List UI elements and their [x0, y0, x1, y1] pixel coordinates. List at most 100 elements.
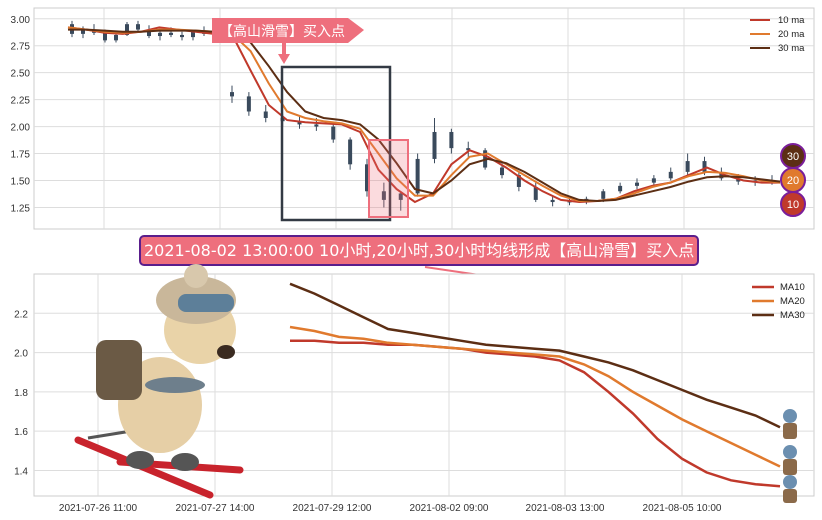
candle-body [500, 167, 504, 176]
candle-body [719, 171, 724, 179]
bottom-y-tick-label: 2.0 [14, 349, 28, 360]
legend-label: MA30 [780, 310, 805, 321]
legend-label: 20 ma [778, 29, 805, 40]
signal-badges: 30 20 10 [780, 143, 806, 217]
candle-body [147, 29, 151, 37]
skier-figure-bottom [783, 475, 797, 503]
candle-body [81, 29, 85, 34]
skier-figure-top [783, 409, 797, 439]
top-legend: 10 ma 20 ma 30 ma [750, 15, 805, 54]
dog-nose [217, 345, 235, 359]
candle-body [668, 171, 673, 179]
candle-body [601, 191, 606, 199]
candle-body [114, 34, 118, 41]
candles [70, 20, 774, 211]
dog-backpack [96, 340, 142, 400]
candle-body [381, 191, 386, 200]
candle-body [516, 175, 521, 187]
bottom-y-tick-label: 1.6 [14, 427, 28, 438]
candle-body [466, 148, 471, 151]
ma-line-30ma [68, 28, 781, 203]
candle-body [685, 161, 690, 172]
legend-label: MA10 [780, 282, 805, 293]
skier-figures [783, 409, 797, 503]
top-gridlines [34, 8, 814, 229]
top-y-tick-label: 2.50 [11, 69, 31, 80]
top-y-tick-label: 3.00 [11, 15, 31, 26]
dog-scarf [145, 377, 205, 393]
candle-body [550, 199, 555, 203]
candle-body [246, 96, 251, 112]
callout-arrow-shape [212, 18, 364, 43]
candle-body [618, 185, 623, 192]
bottom-y-tick-label: 2.2 [14, 309, 28, 320]
top-y-tick-label: 2.00 [11, 123, 31, 134]
ma20-badge-label: 20 [787, 175, 799, 187]
callout-pointer-head [278, 54, 290, 64]
skiing-dog-illustration [74, 264, 244, 499]
bottom-x-tick-label: 2021-07-26 11:00 [59, 503, 138, 514]
banner-text: 2021-08-02 13:00:00 10小时,20小时,30小时均线形成【高… [144, 241, 694, 260]
candle-body [314, 124, 319, 127]
candle-body [348, 139, 353, 165]
candle-body [263, 111, 268, 118]
candle-body [191, 31, 195, 38]
candle-body [533, 186, 538, 200]
bottom-x-tick-label: 2021-07-29 12:00 [293, 503, 372, 514]
candle-body [158, 32, 162, 37]
top-y-tick-label: 1.75 [11, 150, 31, 161]
bottom-y-tick-labels: 1.4 1.6 1.8 2.0 2.2 [14, 309, 28, 477]
signal-banner: 2021-08-02 13:00:00 10小时,20小时,30小时均线形成【高… [139, 235, 699, 286]
focus-window-box [280, 65, 392, 222]
candle-body [136, 24, 140, 30]
legend-label: 30 ma [778, 43, 805, 54]
beanie-pompom [184, 264, 208, 288]
candle-body [702, 161, 707, 172]
legend-label: 10 ma [778, 15, 805, 26]
bottom-y-tick-label: 1.8 [14, 388, 28, 399]
top-y-tick-label: 1.50 [11, 176, 31, 187]
candlestick-panel: 1.25 1.50 1.75 2.00 2.25 2.50 2.75 3.00 【高山滑雪】买… [11, 7, 815, 230]
bottom-x-tick-label: 2021-08-03 13:00 [526, 503, 605, 514]
signal-highlight-box [368, 139, 409, 218]
candle-body [125, 24, 129, 35]
bottom-ma-lines [289, 282, 781, 488]
bottom-legend: MA10 MA20 MA30 [752, 282, 805, 321]
candle-body [230, 92, 234, 97]
top-y-tick-label: 2.25 [11, 96, 31, 107]
candle-body [365, 164, 369, 192]
top-ma-lines [67, 26, 781, 204]
bottom-x-tick-label: 2021-08-02 09:00 [410, 503, 489, 514]
ma-line-panel: 1.41.61.82.02.2 2021-07-26 11:00 2021-07-… [14, 264, 815, 514]
candle-body [635, 182, 639, 186]
legend-label: MA20 [780, 296, 805, 307]
candle-body [169, 32, 173, 35]
ma-line-MA20 [289, 325, 781, 468]
dog-boot-left [126, 451, 154, 469]
bottom-y-tick-label: 1.4 [14, 466, 28, 477]
top-y-tick-label: 1.25 [11, 203, 31, 214]
bottom-x-tick-label: 2021-07-27 14:00 [176, 503, 255, 514]
top-y-tick-labels: 1.25 1.50 1.75 2.00 2.25 2.50 2.75 3.00 [11, 15, 31, 215]
buy-point-callout: 【高山滑雪】买入点 [212, 18, 364, 64]
ma-line-MA10 [290, 339, 781, 488]
candle-body [331, 126, 336, 140]
candle-body [432, 131, 437, 159]
candle-body [398, 193, 403, 200]
bottom-x-tick-label: 2021-08-05 10:00 [643, 503, 722, 514]
skier-figure-middle [783, 445, 797, 475]
ma-line-MA30 [289, 282, 781, 429]
candle-body [180, 34, 184, 38]
candle-body [449, 131, 454, 149]
callout-pointer-stem [282, 43, 286, 55]
top-y-tick-label: 2.75 [11, 42, 31, 53]
candle-body [297, 121, 302, 125]
bottom-x-tick-labels: 2021-07-26 11:00 2021-07-27 14:00 2021-07-… [59, 503, 722, 514]
dog-boot-right [171, 453, 199, 471]
ma10-badge-label: 10 [787, 199, 799, 211]
ski-goggles [178, 294, 234, 312]
ma10-signal-badge [780, 191, 806, 217]
candle-body [415, 158, 420, 194]
banner-box [139, 235, 699, 266]
